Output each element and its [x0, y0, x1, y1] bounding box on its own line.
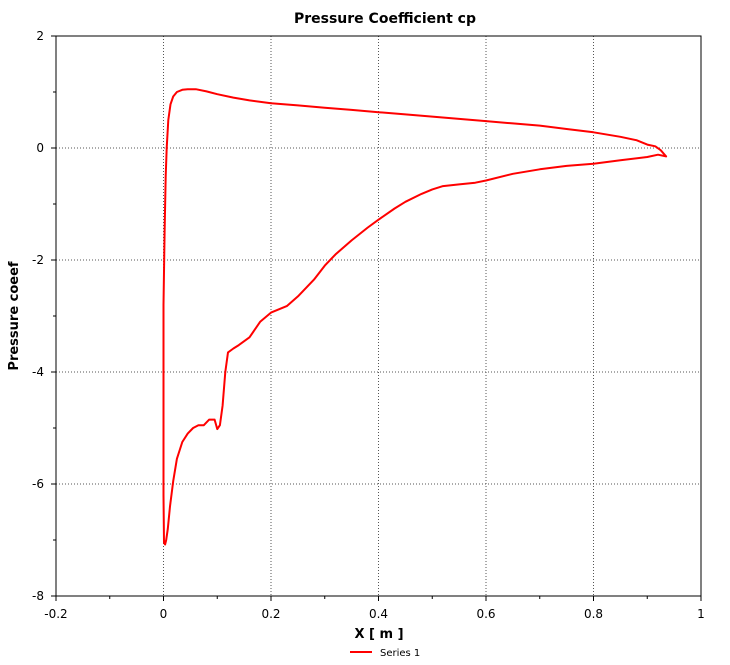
series-line-1 — [162, 88, 668, 546]
y-tick-label: 0 — [36, 141, 44, 155]
ticks-layer: -0.2 0 0.2 0.4 0.6 0.8 1 -8 -6 -4 -2 0 2 — [32, 29, 705, 621]
x-tick-label: 0.2 — [261, 607, 280, 621]
y-axis-label: Pressure coeef — [7, 261, 22, 371]
y-tick-label: -4 — [32, 365, 44, 379]
y-tick-label: -2 — [32, 253, 44, 267]
x-tick-label: 0.8 — [584, 607, 603, 621]
y-tick-label: 2 — [36, 29, 44, 43]
x-tick-label: 0.4 — [369, 607, 388, 621]
x-axis-label: X [ m ] — [354, 627, 403, 642]
y-tick-label: -8 — [32, 589, 44, 603]
x-tick-label: -0.2 — [44, 607, 67, 621]
y-tick-label: -6 — [32, 477, 44, 491]
chart-title: Pressure Coefficient cp — [294, 11, 476, 27]
legend-label-series-1: Series 1 — [380, 648, 420, 659]
legend: Series 1 — [350, 648, 420, 659]
x-tick-label: 0 — [160, 607, 168, 621]
x-tick-label: 0.6 — [476, 607, 495, 621]
x-tick-label: 1 — [697, 607, 705, 621]
series-layer — [162, 88, 668, 546]
